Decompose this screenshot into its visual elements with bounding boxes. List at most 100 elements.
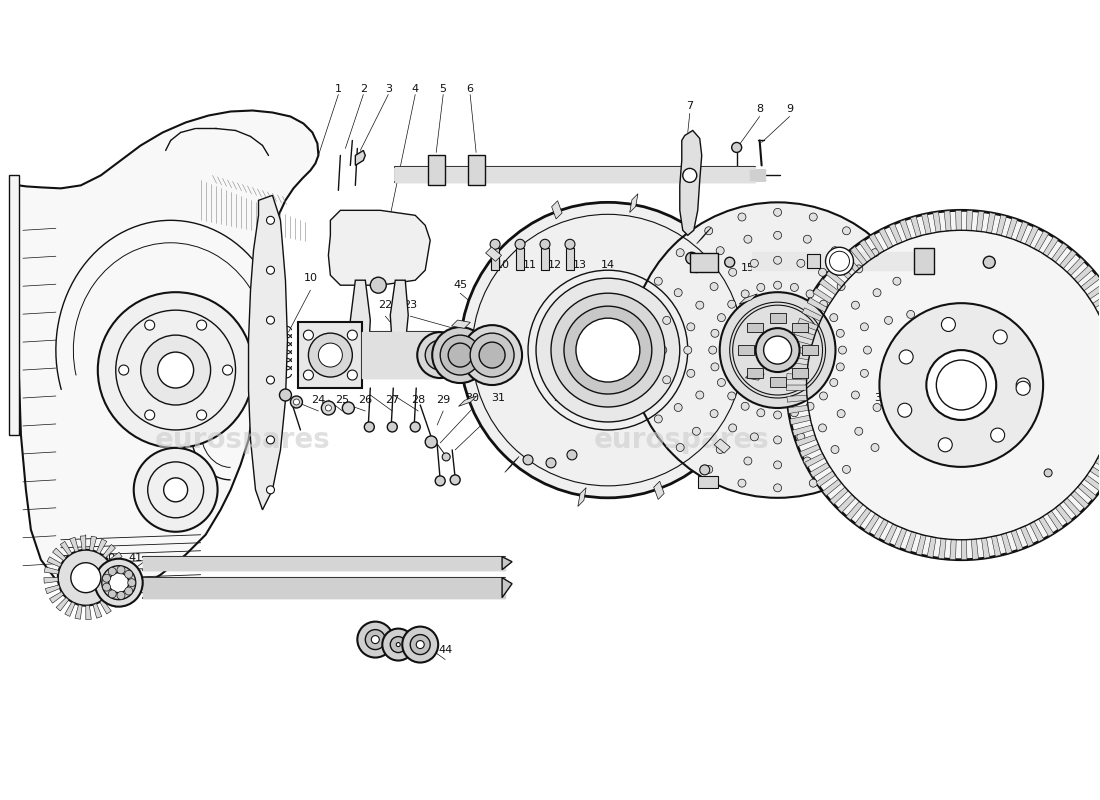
Circle shape	[450, 475, 460, 485]
Circle shape	[685, 252, 697, 264]
Circle shape	[470, 333, 514, 377]
Circle shape	[893, 278, 901, 285]
Polygon shape	[1067, 258, 1085, 276]
Text: 30: 30	[465, 393, 480, 403]
Circle shape	[873, 289, 881, 297]
Circle shape	[716, 446, 724, 454]
Text: 3: 3	[385, 83, 392, 94]
Circle shape	[942, 318, 956, 331]
Polygon shape	[541, 248, 549, 270]
Text: 32: 32	[553, 393, 566, 403]
Circle shape	[442, 453, 450, 461]
Circle shape	[576, 318, 640, 382]
Polygon shape	[938, 538, 946, 559]
Circle shape	[364, 422, 374, 432]
Polygon shape	[491, 248, 499, 270]
Text: 6: 6	[466, 83, 474, 94]
Polygon shape	[469, 155, 485, 186]
Circle shape	[102, 574, 110, 582]
Text: 7: 7	[686, 101, 693, 110]
Circle shape	[109, 573, 129, 593]
Polygon shape	[1015, 222, 1028, 242]
Circle shape	[860, 370, 868, 378]
Circle shape	[117, 566, 125, 574]
Polygon shape	[838, 494, 856, 513]
Polygon shape	[1025, 226, 1038, 246]
Circle shape	[773, 282, 782, 289]
Text: eurosparеs: eurosparеs	[155, 426, 330, 454]
Circle shape	[773, 436, 782, 444]
Text: 28: 28	[411, 395, 426, 405]
Polygon shape	[1034, 231, 1048, 251]
Circle shape	[708, 346, 717, 354]
Circle shape	[791, 409, 799, 417]
Polygon shape	[981, 538, 990, 558]
Polygon shape	[796, 434, 816, 446]
Text: 35: 35	[759, 393, 772, 403]
Circle shape	[843, 226, 850, 234]
Polygon shape	[884, 524, 898, 544]
Text: 10: 10	[496, 260, 510, 270]
Circle shape	[825, 247, 854, 275]
Circle shape	[851, 391, 859, 399]
Circle shape	[1016, 378, 1031, 392]
Circle shape	[540, 239, 550, 250]
Circle shape	[145, 320, 155, 330]
Polygon shape	[45, 585, 60, 594]
Circle shape	[410, 422, 420, 432]
Circle shape	[728, 392, 736, 400]
Circle shape	[515, 239, 525, 250]
Circle shape	[448, 343, 472, 367]
Polygon shape	[813, 288, 833, 303]
Circle shape	[266, 266, 275, 274]
Polygon shape	[927, 537, 936, 558]
Circle shape	[128, 578, 135, 586]
Circle shape	[884, 376, 892, 384]
Polygon shape	[19, 110, 318, 600]
Text: 40: 40	[101, 553, 116, 562]
Text: 29: 29	[436, 395, 450, 405]
Polygon shape	[714, 439, 730, 453]
Circle shape	[711, 330, 719, 338]
Polygon shape	[60, 542, 72, 555]
Text: 13: 13	[573, 260, 587, 270]
Polygon shape	[680, 130, 702, 235]
Polygon shape	[961, 540, 967, 560]
Circle shape	[756, 328, 800, 372]
Polygon shape	[786, 374, 807, 380]
Polygon shape	[1098, 302, 1100, 317]
Circle shape	[551, 293, 664, 407]
Polygon shape	[746, 372, 764, 380]
Text: 45: 45	[453, 280, 468, 290]
Circle shape	[711, 363, 719, 371]
Circle shape	[773, 411, 782, 419]
Polygon shape	[298, 322, 362, 388]
Circle shape	[640, 382, 649, 390]
Circle shape	[696, 301, 704, 309]
Text: 31: 31	[491, 393, 505, 403]
Circle shape	[719, 292, 836, 408]
Circle shape	[197, 410, 207, 420]
Circle shape	[157, 352, 194, 388]
Circle shape	[692, 265, 701, 273]
Text: 15: 15	[740, 263, 755, 274]
Polygon shape	[44, 578, 58, 583]
Circle shape	[630, 202, 925, 498]
Polygon shape	[791, 340, 812, 350]
Text: 24: 24	[311, 395, 326, 405]
Polygon shape	[829, 487, 848, 505]
Polygon shape	[459, 396, 476, 406]
Circle shape	[728, 424, 737, 432]
Circle shape	[796, 259, 805, 267]
Polygon shape	[89, 536, 97, 550]
Circle shape	[884, 316, 892, 324]
Circle shape	[145, 410, 155, 420]
Polygon shape	[9, 175, 19, 435]
Circle shape	[686, 323, 695, 331]
Polygon shape	[944, 210, 952, 231]
Circle shape	[750, 259, 758, 267]
Polygon shape	[802, 308, 823, 321]
Text: 14: 14	[601, 260, 615, 270]
Polygon shape	[879, 228, 893, 249]
Circle shape	[750, 433, 758, 441]
